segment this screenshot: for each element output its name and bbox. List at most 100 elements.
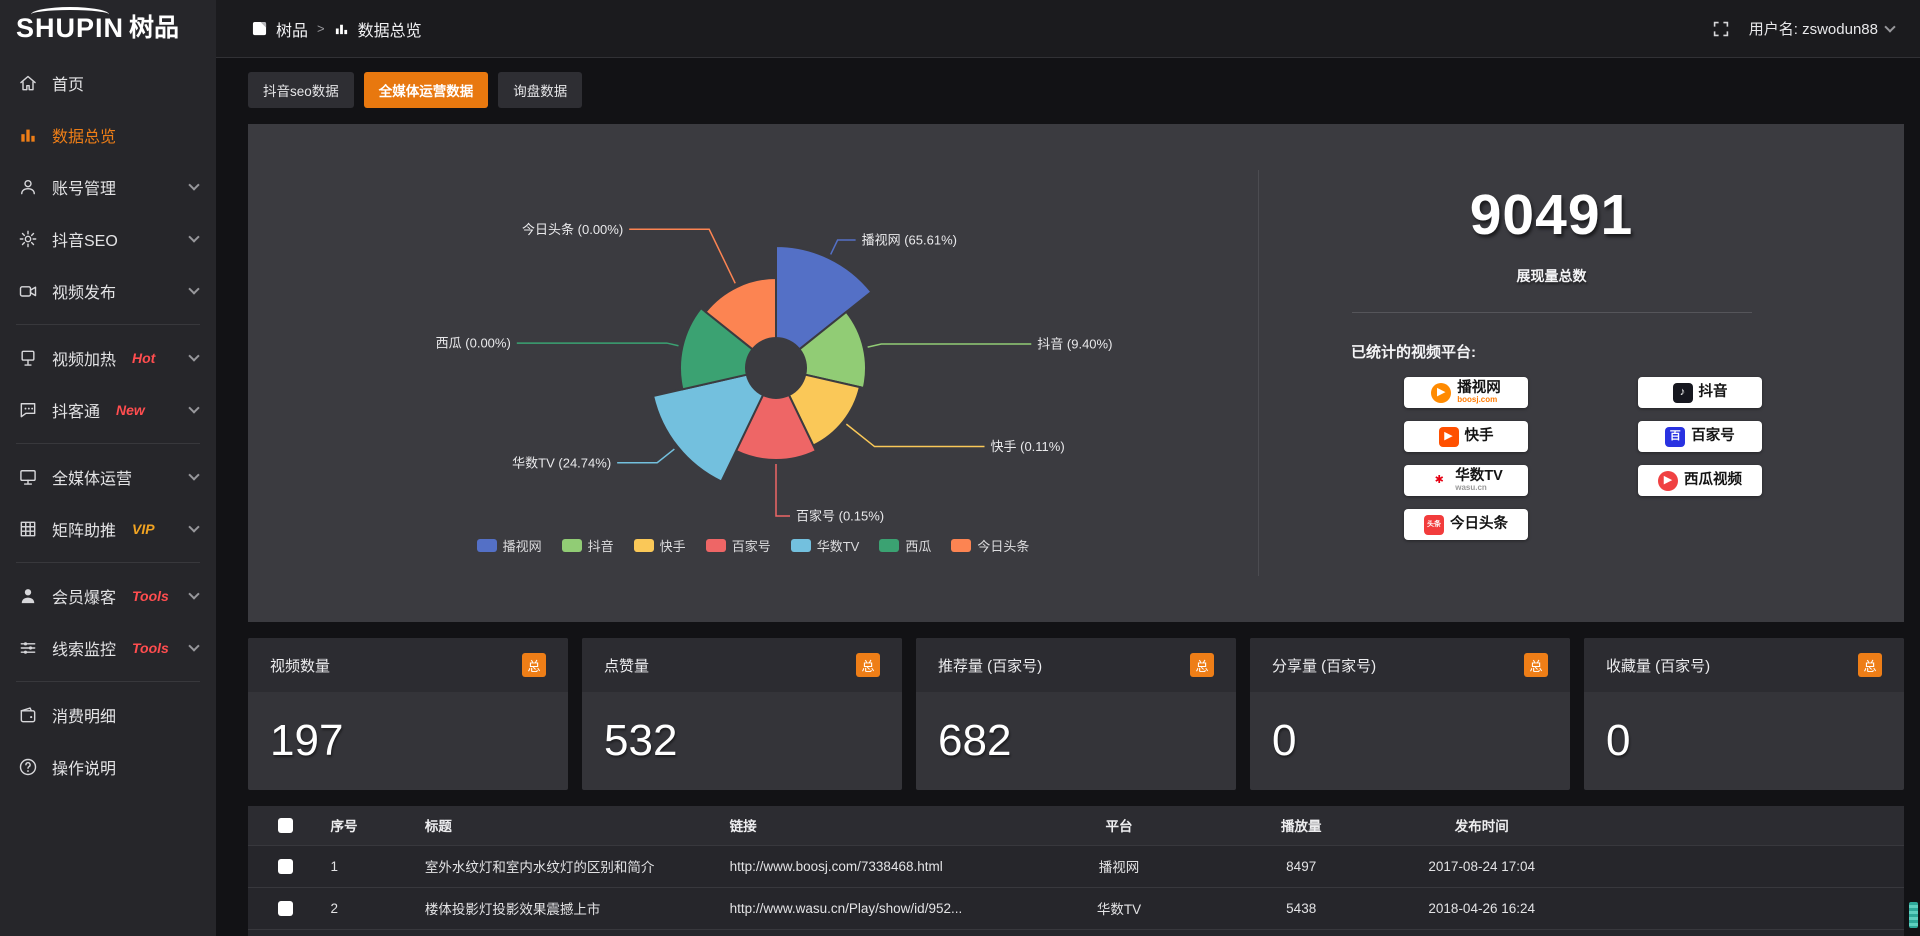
topbar-right: 用户名: zswodun88	[1713, 18, 1896, 39]
legend-item-6[interactable]: 西瓜	[879, 536, 931, 555]
row-checkbox[interactable]	[277, 858, 293, 874]
video-title-link[interactable]: 楼体投影灯投影效果震撼上市	[416, 886, 722, 929]
pie-slice-6[interactable]	[679, 306, 754, 391]
tab-1[interactable]: 抖音seo数据	[248, 72, 354, 108]
baijiahao-logo: 百	[1665, 426, 1686, 447]
chart-mini-icon	[334, 21, 349, 36]
pie-slice-1[interactable]	[775, 244, 873, 351]
pie-label-line-2	[867, 343, 1032, 348]
help-icon	[18, 757, 38, 777]
platform-subtext: wasu.cn	[1455, 482, 1487, 492]
app-logo[interactable]: SHUPIN 树品	[0, 0, 216, 57]
pie-label-line-3	[845, 423, 985, 448]
row-empty-cell	[416, 928, 722, 936]
platform-subtext: boosj.com	[1457, 394, 1498, 404]
sidebar-item-monitor[interactable]: 全媒体运营	[0, 451, 216, 503]
header-checkbox[interactable]	[277, 817, 293, 833]
video-url-link[interactable]: http://www.wasu.cn/Play/show/id/952...	[721, 886, 1027, 929]
logo-text-cn: 树品	[129, 14, 180, 42]
platform-badge: ✱ 华数TV wasu.cn	[1404, 465, 1528, 496]
sidebar-item-label: 消费明细	[52, 709, 117, 726]
legend-item-5[interactable]: 华数TV	[790, 536, 860, 555]
sidebar-item-label: 数据总览	[52, 129, 117, 146]
pie-label-3: 快手 (0.11%)	[991, 439, 1065, 454]
column-header: 发布时间	[1390, 806, 1573, 845]
legend-item-1[interactable]: 播视网	[476, 536, 542, 555]
sidebar-item-label: 视频加热	[52, 352, 117, 369]
wallet-icon	[18, 705, 38, 725]
monitor-icon	[18, 467, 38, 487]
sidebar-item-screen-heat[interactable]: 视频加热 Hot	[0, 332, 216, 384]
sidebar-item-label: 抖音SEO	[52, 233, 118, 250]
stat-card-title: 分享量 (百家号)	[1272, 657, 1377, 675]
stat-cards: 视频数量总 197 点赞量总 532 推荐量 (百家号) 总 682 分享量 (百家号) 总 0 收…	[248, 638, 1904, 790]
legend-swatch	[879, 539, 900, 552]
pie-slice-5[interactable]	[651, 373, 765, 483]
sidebar-item-video-camera[interactable]: 视频发布	[0, 265, 216, 317]
total-badge: 总	[1524, 653, 1548, 677]
main-content: 抖音seo数据 全媒体运营数据 询盘数据 播视网 (65.61%) 抖音 (9.40%…	[216, 59, 1920, 936]
chevron-down-icon	[188, 231, 200, 243]
sidebar-item-help[interactable]: 操作说明	[0, 741, 216, 793]
sidebar-item-label: 会员爆客	[52, 590, 117, 607]
chevron-down-icon	[188, 521, 200, 533]
legend-label: 播视网	[502, 539, 542, 554]
sidebar-item-chat[interactable]: 抖客通 New	[0, 384, 216, 436]
legend-swatch	[633, 539, 654, 552]
platform-name: 抖音	[1698, 383, 1728, 400]
total-badge: 总	[522, 653, 546, 677]
breadcrumb-root[interactable]: 树品	[276, 22, 309, 40]
sidebar-item-bar-chart[interactable]: 数据总览	[0, 109, 216, 161]
video-url-link[interactable]: http://www.boosj.com/7338468.html	[721, 844, 1027, 887]
row-empty-cell	[1572, 928, 1904, 936]
sidebar-item-gear[interactable]: 抖音SEO	[0, 213, 216, 265]
legend-label: 华数TV	[816, 539, 860, 554]
pie-slice-7[interactable]	[704, 276, 777, 351]
tab-2[interactable]: 全媒体运营数据	[363, 72, 489, 108]
topbar: 树品 > 数据总览 用户名: zswodun88	[216, 0, 1920, 58]
chevron-down-icon	[188, 350, 200, 362]
sidebar-item-user[interactable]: 账号管理	[0, 161, 216, 213]
platform-badge: 百百家号	[1638, 421, 1762, 452]
row-checkbox[interactable]	[277, 900, 293, 916]
row-empty-cell	[248, 928, 323, 936]
username-label: 用户名: zswodun88	[1748, 21, 1878, 38]
header-checkbox-cell	[248, 806, 323, 845]
sidebar-item-home[interactable]: 首页	[0, 57, 216, 109]
column-header: 序号	[322, 806, 417, 845]
user-menu[interactable]: 用户名: zswodun88	[1748, 18, 1896, 39]
sidebar-item-wallet[interactable]: 消费明细	[0, 689, 216, 741]
platform-text: 百家号	[1691, 428, 1735, 444]
row-num: 2	[322, 886, 417, 929]
legend-label: 今日头条	[977, 539, 1030, 554]
pie-label-line-6	[516, 342, 679, 347]
rose-chart[interactable]: 播视网 (65.61%) 抖音 (9.40%) 快手 (0.11%) 百家号 (0.1…	[248, 124, 1253, 584]
stat-card-title: 推荐量 (百家号)	[938, 657, 1043, 675]
pie-label-line-7	[629, 228, 736, 284]
summary-area: 90491 展现量总数 已统计的视频平台: ▶ 播视网 boosj.com ♪ 抖音 ▶ 快…	[1259, 124, 1904, 622]
row-num: 1	[322, 844, 417, 887]
video-title-link[interactable]: 室外水纹灯和室内水纹灯的区别和简介	[416, 844, 722, 887]
platform-text: 播视网 boosj.com	[1457, 380, 1501, 405]
legend-item-7[interactable]: 今日头条	[951, 536, 1029, 555]
sidebar-item-sliders[interactable]: 线索监控 Tools	[0, 622, 216, 674]
legend-item-3[interactable]: 快手	[633, 536, 686, 555]
legend-item-4[interactable]: 百家号	[705, 536, 771, 555]
stat-card-title: 视频数量	[270, 657, 331, 675]
sidebar-item-badge: Tools	[132, 640, 169, 656]
sidebar: SHUPIN 树品 首页数据总览账号管理抖音SEO 视频发布视频加热 Hot 抖客通 N…	[0, 0, 216, 936]
breadcrumb-current[interactable]: 数据总览	[357, 22, 422, 40]
sidebar-item-member[interactable]: 会员爆客 Tools	[0, 570, 216, 622]
row-empty-cell	[1390, 928, 1573, 936]
stat-card-header: 视频数量 总	[248, 638, 568, 692]
summary-divider	[1351, 312, 1752, 313]
sidebar-item-grid[interactable]: 矩阵助推 VIP	[0, 503, 216, 555]
videos-table: 序号 标题 链接 平台 播放量 发布时间 1 室外水纹灯和室内水纹灯的区别和简介 http:/…	[248, 806, 1904, 936]
fullscreen-icon[interactable]	[1713, 21, 1729, 37]
platform-text: 华数TV wasu.cn	[1455, 468, 1503, 493]
pie-slice-2[interactable]	[798, 310, 867, 390]
app-mini-icon	[252, 21, 267, 36]
scrollbar-thumb[interactable]	[1909, 902, 1918, 928]
legend-item-2[interactable]: 抖音	[561, 536, 614, 555]
tab-3[interactable]: 询盘数据	[498, 72, 583, 108]
